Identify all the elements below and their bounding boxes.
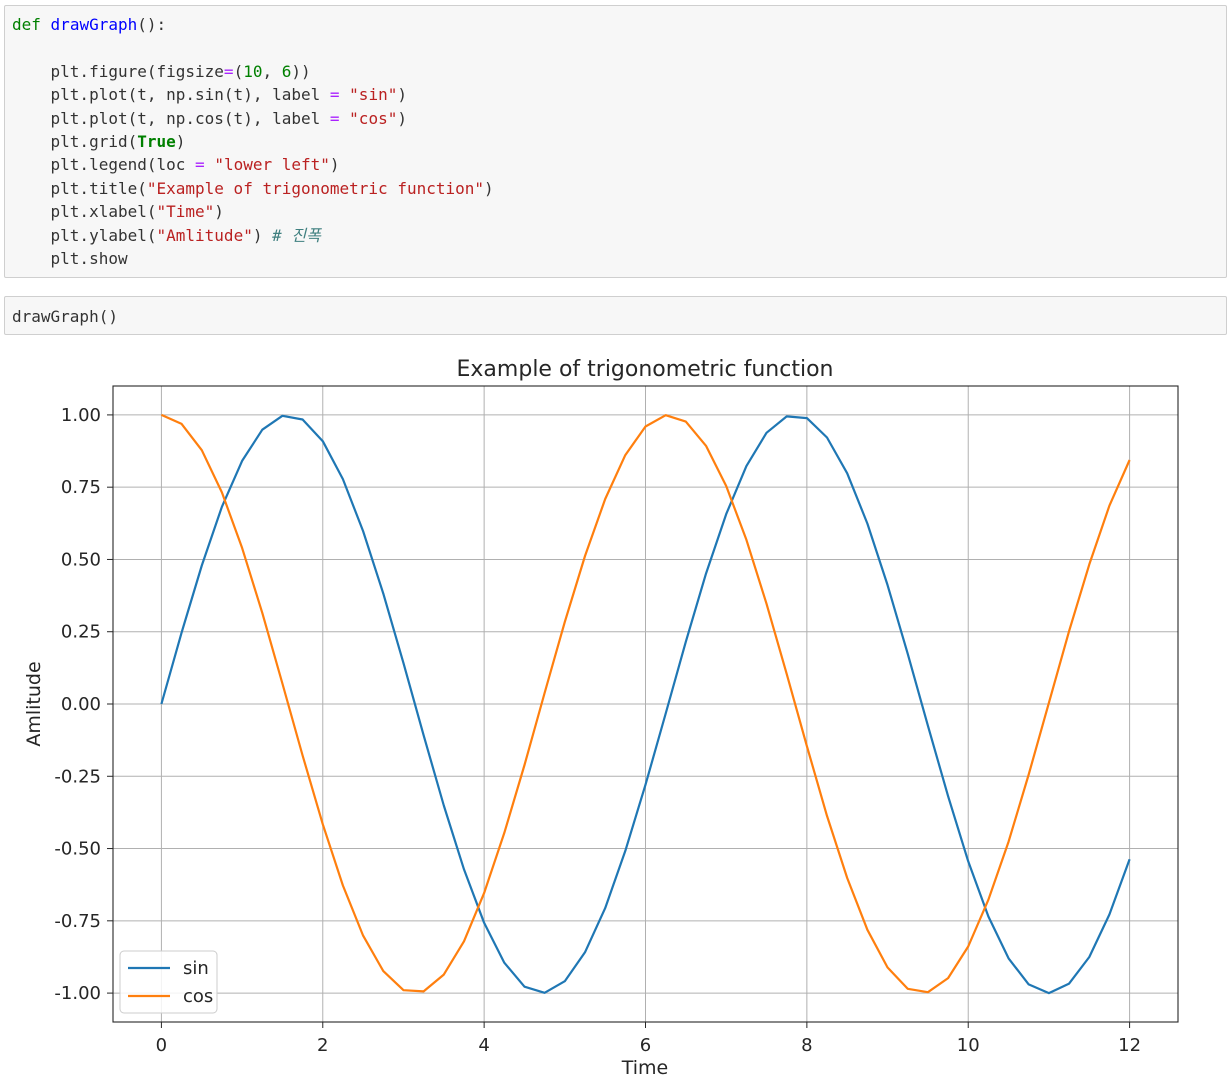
y-tick-label: 0.25 xyxy=(61,622,101,643)
x-tick-label: 6 xyxy=(640,1035,651,1056)
x-tick-label: 8 xyxy=(801,1035,812,1056)
code-token xyxy=(41,15,51,34)
code-token: plt.show xyxy=(12,248,128,268)
code-token: "Amlitude" xyxy=(156,225,253,245)
code-token: (): xyxy=(137,15,167,34)
grid-lines xyxy=(113,386,1178,1022)
code-token: # 진폭 xyxy=(272,225,321,245)
code-token: = xyxy=(329,108,340,128)
code-line: def drawGraph(): xyxy=(12,13,494,36)
legend-label-sin: sin xyxy=(183,958,209,979)
axis-ticks: 0 2 4 6 8 10 12 1.00 0.75 0.50 0.25 0.00 -0.25 -0.50 -… xyxy=(54,405,1141,1056)
code-token: drawGraph() xyxy=(12,307,118,326)
code-token: "Time" xyxy=(156,202,215,222)
code-token: ) xyxy=(397,108,407,128)
code-token: = xyxy=(223,61,234,81)
code-token: = xyxy=(195,155,205,175)
code-token: True xyxy=(137,131,176,151)
code-line: plt.title("Example of trigonometric func… xyxy=(12,177,494,200)
code-token: plt.legend(loc xyxy=(12,155,196,175)
code-token: plt.grid( xyxy=(12,131,138,151)
x-tick-label: 2 xyxy=(317,1035,328,1056)
code-token: ) xyxy=(252,225,273,245)
y-tick-label: 0.00 xyxy=(61,694,101,715)
x-axis-label: Time xyxy=(621,1057,669,1079)
code-editor[interactable]: def drawGraph(): plt.figure(figsize=(10,… xyxy=(12,13,494,270)
chart-output: Example of trigonometric function 0 2 4 6 8 1… xyxy=(23,357,1179,1079)
code-token: plt.plot(t, np.sin(t), label xyxy=(12,85,330,105)
code-token: ( xyxy=(233,61,244,81)
code-line: plt.legend(loc = "lower left") xyxy=(12,153,494,176)
series-line-cos xyxy=(160,413,1131,994)
code-token: "Example of trigonometric function" xyxy=(146,178,485,198)
code-token: "cos" xyxy=(349,108,398,128)
code-line: plt.ylabel("Amlitude") # 진폭 xyxy=(12,224,494,247)
legend-label-cos: cos xyxy=(183,986,213,1007)
series-line-sin xyxy=(160,414,1131,995)
y-axis-label: Amlitude xyxy=(23,661,45,746)
code-line xyxy=(12,36,494,59)
y-tick-label: 1.00 xyxy=(61,405,101,426)
code-line: plt.grid(True) xyxy=(12,130,494,153)
code-token: ) xyxy=(329,155,340,175)
y-tick-label: -0.25 xyxy=(54,766,101,787)
code-token xyxy=(205,155,215,174)
x-tick-label: 0 xyxy=(156,1035,167,1056)
code-token: 6 xyxy=(281,61,292,81)
code-token: "sin" xyxy=(349,85,398,105)
y-tick-label: -0.75 xyxy=(54,911,101,932)
code-token: def xyxy=(12,15,41,34)
code-token: plt.figure(figsize xyxy=(12,61,224,81)
code-line: drawGraph() xyxy=(12,305,118,328)
code-token: drawGraph xyxy=(50,15,138,34)
code-token: "lower left" xyxy=(214,155,330,175)
y-tick-label: 0.75 xyxy=(61,477,101,498)
code-token: )) xyxy=(291,61,311,81)
code-line: plt.xlabel("Time") xyxy=(12,200,494,223)
y-tick-label: 0.50 xyxy=(61,549,101,570)
x-tick-label: 12 xyxy=(1118,1035,1141,1056)
code-line: plt.show xyxy=(12,247,494,270)
code-line: plt.plot(t, np.cos(t), label = "cos") xyxy=(12,107,494,130)
code-token: plt.xlabel( xyxy=(12,202,157,222)
code-token: 10 xyxy=(243,61,263,81)
legend-box xyxy=(119,950,218,1014)
code-cell-definition[interactable]: def drawGraph(): plt.figure(figsize=(10,… xyxy=(4,5,1227,278)
code-line: plt.plot(t, np.sin(t), label = "sin") xyxy=(12,83,494,106)
code-line: plt.figure(figsize=(10, 6)) xyxy=(12,60,494,83)
chart-title: Example of trigonometric function xyxy=(457,357,834,382)
legend: sin cos xyxy=(119,950,218,1014)
code-token: , xyxy=(262,61,282,81)
code-token: ) xyxy=(214,202,224,222)
x-tick-label: 10 xyxy=(957,1035,980,1056)
y-tick-label: -0.50 xyxy=(54,839,101,860)
code-token: ) xyxy=(175,131,186,151)
x-tick-label: 4 xyxy=(478,1035,489,1056)
plot-lines xyxy=(160,413,1131,995)
code-token: plt.title( xyxy=(12,178,147,198)
code-token: plt.plot(t, np.cos(t), label xyxy=(12,108,330,128)
code-token xyxy=(340,109,350,128)
y-tick-label: -1.00 xyxy=(54,983,101,1004)
code-editor[interactable]: drawGraph() xyxy=(12,305,118,328)
code-token: plt.ylabel( xyxy=(12,225,157,245)
code-token xyxy=(340,85,350,104)
code-token: ) xyxy=(484,178,494,198)
code-token: = xyxy=(329,85,340,105)
code-token: ) xyxy=(397,85,407,105)
code-cell-call[interactable]: drawGraph() xyxy=(4,296,1227,335)
